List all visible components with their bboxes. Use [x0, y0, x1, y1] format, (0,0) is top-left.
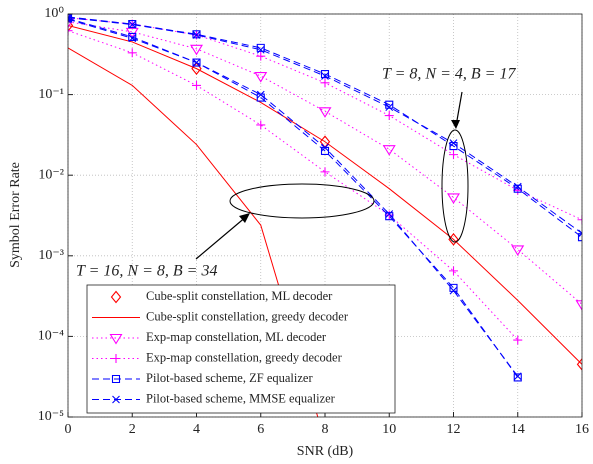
legend-label: Exp-map constellation, greedy decoder [146, 350, 343, 364]
marker [320, 78, 330, 88]
series-line [68, 17, 519, 378]
legend-marker [112, 395, 120, 404]
marker [191, 62, 202, 75]
arrow-head [451, 120, 460, 129]
y-tick-label: 10⁻⁵ [38, 409, 64, 424]
marker [575, 300, 582, 311]
marker [192, 31, 201, 39]
arrow-head [239, 213, 250, 223]
legend-marker [110, 290, 122, 304]
marker [318, 107, 332, 118]
marker [449, 283, 458, 292]
y-tick-label: 10⁰ [44, 6, 64, 21]
marker [449, 266, 458, 276]
legend-marker [111, 354, 121, 363]
plot [68, 14, 582, 417]
marker [256, 45, 265, 54]
marker [449, 139, 458, 148]
x-tick-label: 14 [511, 422, 525, 437]
marker [190, 44, 203, 56]
series-line [68, 16, 582, 238]
series-line [68, 18, 519, 377]
arrow [195, 215, 248, 260]
legend-label: Exp-map constellation, ML decoder [146, 330, 327, 344]
y-axis-label: Symbol Error Rate [8, 162, 23, 268]
marker [320, 146, 330, 155]
y-tick-label: 10⁻³ [38, 248, 64, 263]
y-tick-label: 10⁻¹ [38, 87, 64, 102]
y-tick-label: 10⁻² [38, 167, 64, 182]
marker [513, 373, 522, 382]
legend-label: Cube-split constellation, greedy decoder [146, 309, 349, 323]
marker [256, 90, 265, 99]
annotation: T = 8, N = 4, B = 17 [382, 66, 516, 83]
marker [577, 215, 582, 225]
marker [68, 26, 73, 36]
marker [513, 182, 522, 191]
marker [577, 233, 582, 242]
marker [449, 150, 458, 160]
marker [192, 80, 201, 90]
x-tick-label: 10 [382, 422, 396, 437]
y-tick-label: 10⁻⁴ [38, 329, 64, 344]
legend: Cube-split constellation, ML decoder Cube… [86, 284, 396, 414]
marker [576, 357, 582, 371]
marker [68, 19, 74, 32]
x-axis-label: SNR (dB) [297, 444, 354, 459]
marker [256, 120, 266, 130]
marker [256, 51, 266, 61]
marker [321, 72, 329, 80]
legend-marker [109, 333, 123, 345]
x-tick-label: 8 [322, 422, 329, 437]
x-tick-label: 0 [65, 422, 72, 437]
marker [254, 71, 268, 83]
marker [68, 15, 72, 24]
legend-label: Pilot-based scheme, ZF equalizer [146, 371, 313, 385]
marker [128, 32, 137, 41]
marker [513, 335, 523, 345]
marker [192, 58, 201, 67]
annotation: T = 16, N = 8, B = 34 [76, 263, 217, 280]
x-tick-label: 12 [447, 422, 461, 437]
marker [447, 193, 460, 204]
ticks: 0 2 4 6 8 10 12 14 16 10⁻⁵ 10⁻⁴ 10⁻³ 10⁻² 10⁻¹ 10⁰ [38, 6, 589, 437]
marker [511, 245, 525, 256]
legend-label: Cube-split constellation, ML decoder [146, 289, 333, 303]
marker [382, 145, 396, 156]
legend-box [86, 284, 396, 414]
marker [128, 20, 137, 29]
marker [385, 210, 394, 218]
marker [385, 103, 394, 111]
legend-marker [111, 374, 121, 384]
x-tick-label: 16 [575, 422, 589, 437]
x-tick-label: 2 [129, 422, 136, 437]
legend-label: Pilot-based scheme, MMSE equalizer [146, 391, 336, 405]
marker [321, 143, 329, 152]
series-line [68, 25, 582, 365]
marker [68, 14, 72, 22]
marker [384, 111, 394, 121]
marker [68, 14, 73, 23]
marker [128, 34, 137, 43]
series-line [68, 21, 582, 305]
ellipse [441, 129, 469, 243]
x-tick-label: 4 [193, 422, 200, 437]
marker [320, 167, 330, 177]
marker [578, 229, 582, 238]
marker [449, 286, 458, 295]
x-tick-label: 6 [257, 422, 264, 437]
ellipse [229, 183, 375, 219]
marker [127, 48, 137, 58]
marker [68, 17, 75, 29]
marker [513, 372, 522, 381]
